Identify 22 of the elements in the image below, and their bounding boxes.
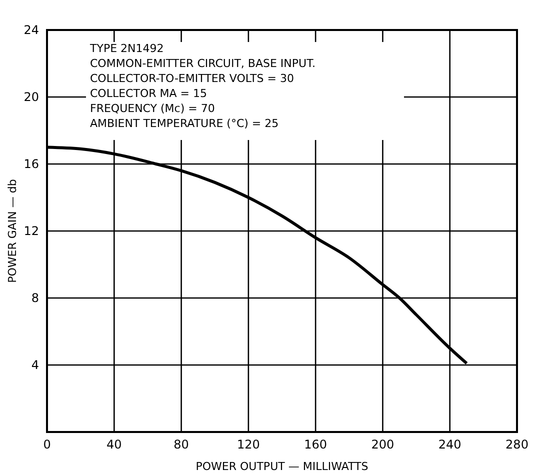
x-tick-label: 40 [106, 438, 122, 452]
y-tick-label: 8 [31, 290, 39, 305]
annotation: AMBIENT TEMPERATURE (°C) = 25 [90, 117, 279, 130]
x-tick-label: 280 [506, 438, 528, 452]
x-tick-label: 200 [371, 438, 394, 452]
y-tick-label: 20 [24, 90, 39, 104]
y-tick-label: 16 [24, 156, 39, 171]
y-tick-label: 4 [31, 358, 39, 372]
x-axis-title: POWER OUTPUT — MILLIWATTS [196, 460, 368, 473]
x-tick-label: 0 [43, 438, 51, 452]
x-tick-label: 240 [438, 438, 462, 452]
annotation: COLLECTOR-TO-EMITTER VOLTS = 30 [90, 72, 294, 85]
annotation: COMMON-EMITTER CIRCUIT, BASE INPUT. [90, 57, 316, 70]
x-tick-label: 160 [304, 438, 328, 452]
y-tick-label: 24 [24, 22, 39, 37]
x-tick-label: 120 [236, 438, 260, 452]
y-tick-label: 12 [24, 224, 39, 238]
annotation: COLLECTOR MA = 15 [90, 87, 207, 100]
annotation: TYPE 2N1492 [89, 42, 164, 55]
annotation: FREQUENCY (Mc) = 70 [90, 102, 215, 115]
y-axis-title: POWER GAIN — db [6, 179, 19, 283]
x-tick-label: 80 [174, 438, 189, 452]
